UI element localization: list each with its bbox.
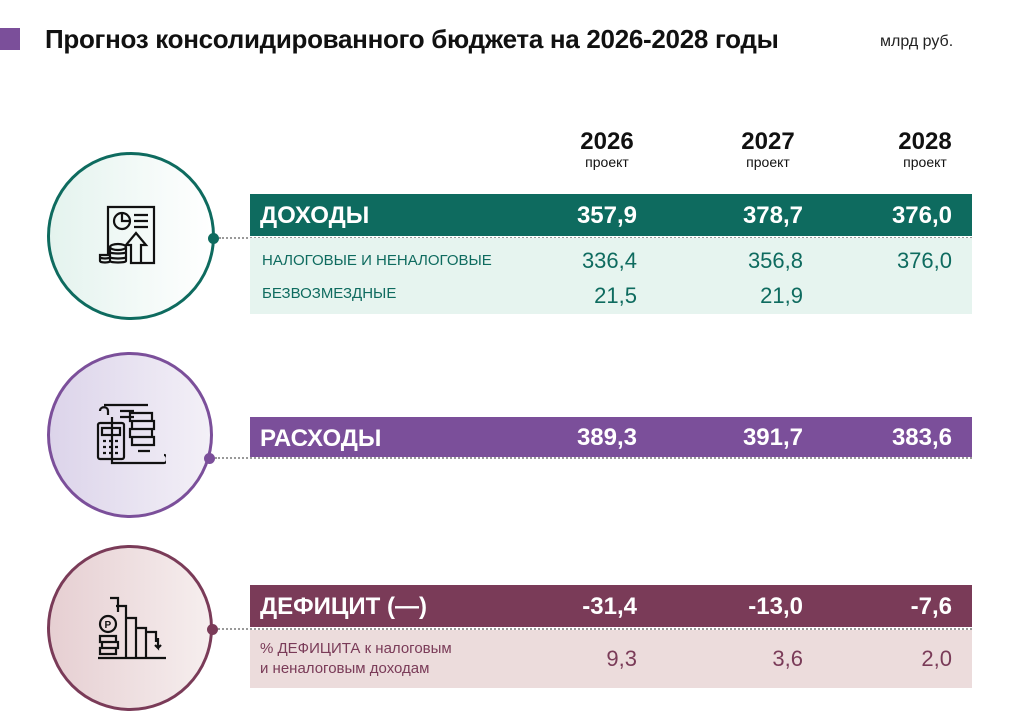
expenses-connector-dot (204, 453, 215, 464)
expenses-2027: 391,7 (742, 424, 803, 451)
year-header-2028: 2028 проект (898, 128, 952, 170)
deficit-percent-row: % ДЕФИЦИТА к налоговым и неналоговым дох… (250, 630, 972, 688)
expenses-2028: 383,6 (891, 424, 952, 451)
deficit-2026: -31,4 (582, 593, 637, 620)
deficit-2028: -7,6 (910, 593, 952, 620)
unit-label: млрд руб. (880, 33, 954, 50)
deficit-connector-line (218, 628, 972, 630)
deficit-percent-label-line1: % ДЕФИЦИТА к налоговым (260, 640, 452, 657)
grants-label: БЕЗВОЗМЕЗДНЫЕ (262, 285, 397, 302)
income-connector-dot (208, 233, 219, 244)
expenses-row: РАСХОДЫ 389,3 391,7 383,6 (250, 417, 972, 457)
income-2027: 378,7 (742, 202, 803, 229)
tax-income-label: НАЛОГОВЫЕ И НЕНАЛОГОВЫЕ (262, 252, 492, 269)
title-marker (0, 28, 20, 50)
deficit-icon-circle: P (47, 545, 213, 711)
grants-2026: 21,5 (594, 283, 637, 308)
year-header-2026: 2026 проект (580, 128, 634, 170)
income-row: ДОХОДЫ 357,9 378,7 376,0 (250, 194, 972, 236)
declining-chart-ruble-icon: P (98, 596, 166, 660)
income-breakdown: НАЛОГОВЫЕ И НЕНАЛОГОВЫЕ 336,4 356,8 376,… (250, 238, 972, 314)
tax-income-2027: 356,8 (747, 248, 803, 273)
tax-income-2028: 376,0 (896, 248, 952, 273)
deficit-percent-2027: 3,6 (772, 646, 803, 671)
income-report-icon (98, 205, 156, 265)
tax-income-2026: 336,4 (581, 248, 637, 273)
income-2028: 376,0 (891, 202, 952, 229)
income-icon-circle (47, 152, 215, 320)
deficit-percent-2026: 9,3 (606, 646, 637, 671)
calculator-receipt-icon (96, 403, 166, 465)
income-label: ДОХОДЫ (260, 202, 370, 229)
expenses-2026: 389,3 (576, 424, 637, 451)
expenses-icon-circle (47, 352, 213, 518)
deficit-percent-2028: 2,0 (921, 646, 952, 671)
expenses-label: РАСХОДЫ (260, 425, 382, 452)
deficit-2027: -13,0 (748, 593, 803, 620)
deficit-label: ДЕФИЦИТ (—) (260, 593, 427, 620)
deficit-connector-dot (207, 624, 218, 635)
grants-2027: 21,9 (760, 283, 803, 308)
svg-text:P: P (105, 620, 112, 631)
year-header-2027: 2027 проект (741, 128, 795, 170)
income-2026: 357,9 (576, 202, 637, 229)
deficit-row: ДЕФИЦИТ (—) -31,4 -13,0 -7,6 (250, 585, 972, 627)
expenses-connector-line (215, 457, 972, 459)
deficit-percent-label-line2: и неналоговым доходам (260, 660, 430, 677)
page-title: Прогноз консолидированного бюджета на 20… (45, 24, 779, 54)
